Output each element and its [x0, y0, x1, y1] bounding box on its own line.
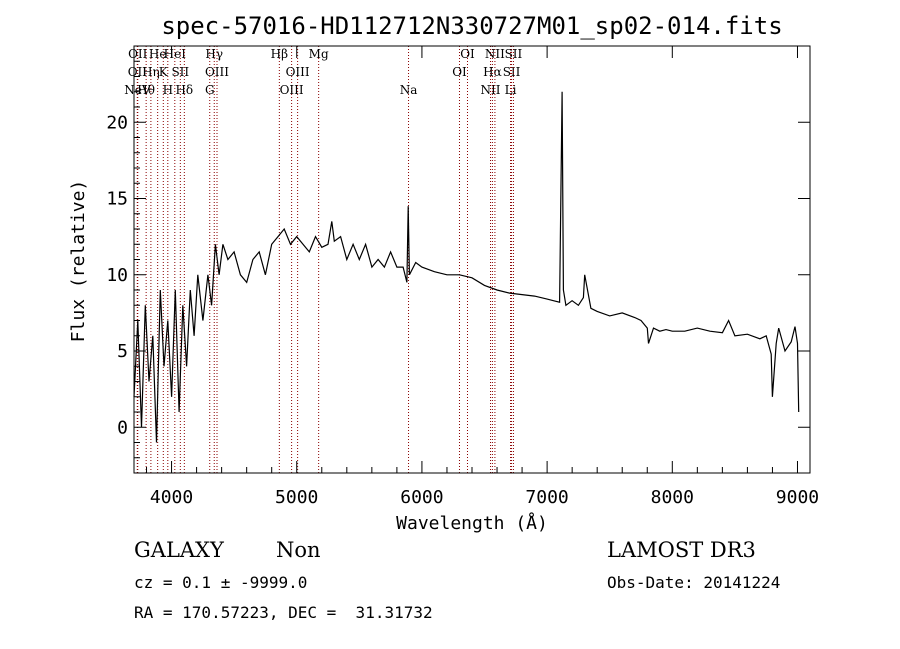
y-tick-label: 0: [117, 417, 128, 438]
survey-label: LAMOST DR3: [607, 538, 756, 562]
line-label: He: [149, 47, 167, 61]
line-label: K: [159, 65, 169, 79]
line-label: NeV: [124, 83, 151, 97]
line-label: OIII: [286, 65, 310, 79]
line-label: OI: [460, 47, 475, 61]
y-tick-label: 15: [106, 189, 128, 210]
line-label: OIII: [205, 65, 229, 79]
spectral-subclass: Non: [276, 538, 321, 562]
line-label: SII: [505, 47, 523, 61]
line-label: OII: [128, 47, 148, 61]
spectrum-series-line: [133, 91, 800, 443]
line-label: Mg: [309, 47, 329, 61]
line-label: H: [163, 83, 173, 97]
x-tick-label: 8000: [651, 487, 694, 508]
coordinates-text: RA = 170.57223, DEC = 31.31732: [134, 603, 433, 622]
redshift-text: cz = 0.1 ± -9999.0: [134, 573, 308, 592]
line-label: OIII: [280, 83, 304, 97]
x-tick-label: 9000: [776, 487, 819, 508]
obs-date-text: Obs-Date: 20141224: [607, 573, 781, 592]
y-axis-label: Flux (relative): [68, 180, 89, 343]
line-label: Hα: [483, 65, 502, 79]
x-tick-label: 7000: [525, 487, 568, 508]
line-label: Hθ: [137, 83, 155, 97]
x-tick-label: 6000: [400, 487, 443, 508]
line-label: HeI: [164, 47, 187, 61]
emission-line-markers: NeV OII OII Hθ Hη He HK HeI Hδ SII Hγ G OIII Hβ OIII OI…: [124, 46, 523, 473]
y-tick-label: 20: [106, 112, 128, 133]
line-label: NII: [481, 83, 501, 97]
line-label: OII: [128, 65, 148, 79]
line-label: SII: [503, 65, 521, 79]
x-tick-label: 4000: [150, 487, 193, 508]
x-axis-label: Wavelength (Å): [396, 512, 548, 534]
line-label: G: [205, 83, 215, 97]
y-tick-label: 10: [106, 265, 128, 286]
line-label: Hγ: [205, 47, 223, 61]
line-label: Hη: [142, 65, 160, 79]
x-tick-label: 5000: [275, 487, 318, 508]
axis-ticks: 4000 5000 6000 7000 8000 9000 0 5 10 15 20: [106, 46, 819, 508]
chart-title: spec-57016-HD112712N330727M01_sp02-014.f…: [161, 12, 782, 40]
line-label: Hδ: [175, 83, 193, 97]
plot-frame: [133, 45, 811, 474]
line-label: Hβ: [271, 47, 288, 61]
line-label: OI: [452, 65, 467, 79]
y-tick-label: 5: [117, 341, 128, 362]
line-label: NII: [485, 47, 505, 61]
line-label: SII: [171, 65, 189, 79]
line-label: Na: [400, 83, 418, 97]
spectral-class: GALAXY: [134, 538, 224, 562]
line-label: Li: [505, 83, 517, 97]
